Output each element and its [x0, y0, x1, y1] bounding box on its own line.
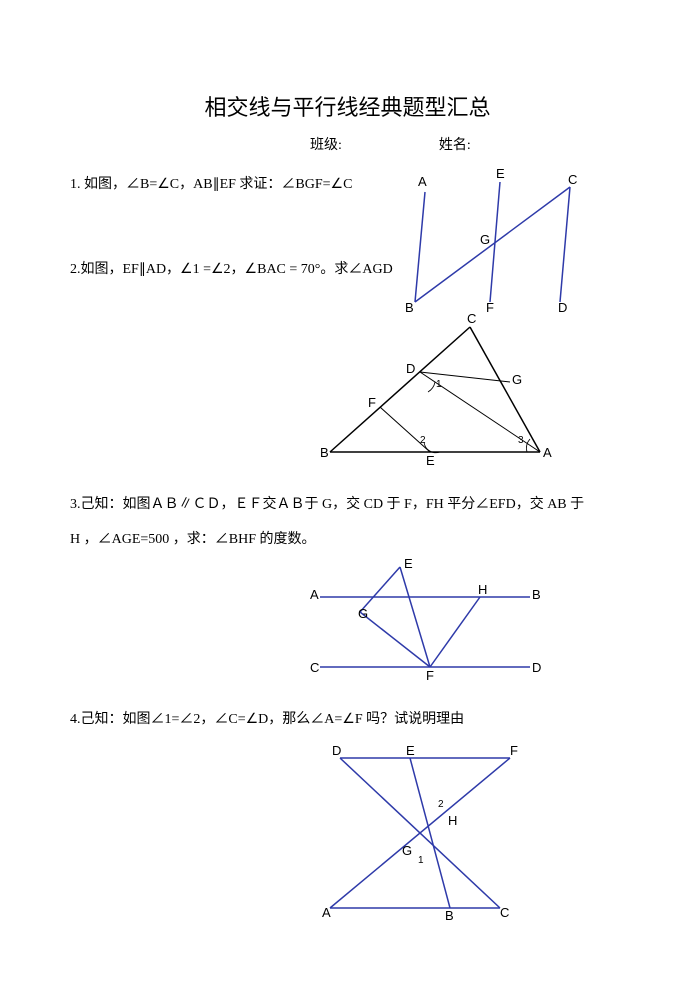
- name-label: 姓名:: [439, 138, 471, 153]
- fig2-label-F: F: [368, 395, 376, 410]
- problem-4: 4.己知：如图∠1=∠2，∠C=∠D，那么∠A=∠F 吗？试说明理由: [70, 707, 625, 732]
- page-title: 相交线与平行线经典题型汇总: [70, 90, 625, 122]
- figure-3: A B C D E F G H: [300, 562, 560, 682]
- fig1-label-A: A: [418, 174, 427, 189]
- fig2-label-G: G: [512, 372, 522, 387]
- fig1-label-B: B: [405, 300, 414, 315]
- fig1-label-C: C: [568, 172, 577, 187]
- fig2-label-C: C: [467, 311, 476, 326]
- fig4-label-D: D: [332, 743, 341, 758]
- fig4-angle-2: 2: [438, 799, 444, 810]
- fig2-angle-1: 1: [436, 379, 442, 390]
- fig4-label-A: A: [322, 905, 331, 920]
- fig3-label-H: H: [478, 582, 487, 597]
- fig4-label-C: C: [500, 905, 509, 920]
- problem-3a: 3.己知：如图ＡＢ∥ＣＤ，ＥＦ交ＡＢ于 G，交 CD 于 F，FH 平分∠EFD…: [70, 492, 625, 517]
- fig3-label-B: B: [532, 587, 541, 602]
- fig1-label-D: D: [558, 300, 567, 315]
- fig3-label-C: C: [310, 660, 319, 675]
- problem-2: 2.如图，EF∥AD，∠1 =∠2，∠BAC = 70°。求∠AGD: [70, 257, 410, 282]
- class-label: 班级:: [310, 138, 342, 153]
- fig3-label-G: G: [358, 606, 368, 621]
- problem-1: 1. 如图，∠B=∠C，AB∥EF 求证：∠BGF=∠C: [70, 172, 410, 197]
- figure-2: B A C D G F E 1 2 3: [320, 317, 570, 467]
- fig1-label-E: E: [496, 166, 505, 181]
- figure-1: A B E F C D G: [390, 172, 610, 322]
- fig2-angle-2: 2: [420, 435, 426, 446]
- fig4-label-F: F: [510, 743, 518, 758]
- fig3-label-D: D: [532, 660, 541, 675]
- fig2-label-E: E: [426, 453, 435, 468]
- fig1-label-F: F: [486, 300, 494, 315]
- fig3-label-E: E: [404, 556, 413, 571]
- fig4-label-B: B: [445, 908, 454, 923]
- fig2-label-A: A: [543, 445, 552, 460]
- fig2-label-D: D: [406, 361, 415, 376]
- fig3-label-F: F: [426, 668, 434, 683]
- figure-4: D E F A B C G H 1 2: [310, 743, 550, 923]
- fig4-label-H: H: [448, 813, 457, 828]
- fig2-angle-3: 3: [518, 435, 524, 446]
- fig4-angle-1: 1: [418, 855, 424, 866]
- fig3-label-A: A: [310, 587, 319, 602]
- problem-3b: H ，∠AGE=500 ，求：∠BHF 的度数。: [70, 527, 625, 552]
- fig1-label-G: G: [480, 232, 490, 247]
- fig2-label-B: B: [320, 445, 329, 460]
- fig4-label-G: G: [402, 843, 412, 858]
- header-line: 班级: 姓名:: [70, 134, 625, 154]
- fig4-label-E: E: [406, 743, 415, 758]
